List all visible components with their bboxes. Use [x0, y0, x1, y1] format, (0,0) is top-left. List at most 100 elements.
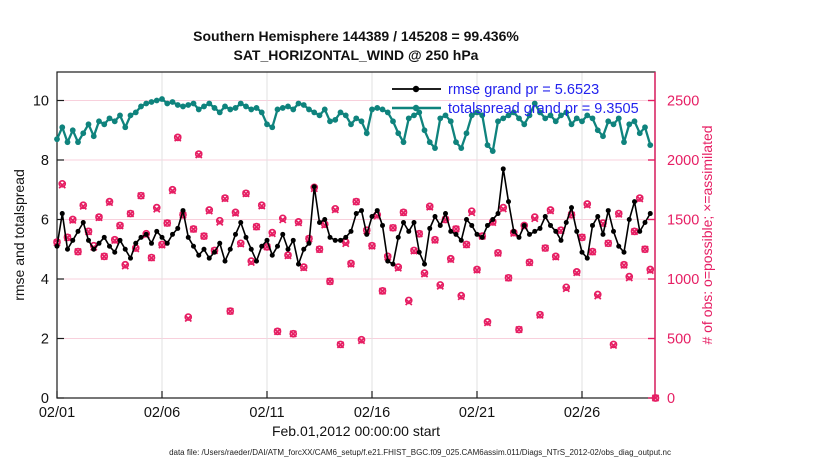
obs-assimilated-marker [625, 274, 633, 282]
totalspread-point [411, 112, 417, 119]
totalspread-point [384, 109, 391, 116]
obs-possible-marker [546, 206, 555, 214]
totalspread-point [342, 112, 349, 119]
obs-assimilated-marker [237, 240, 245, 248]
obs-possible-marker [189, 225, 198, 233]
totalspread-point [143, 100, 150, 107]
rmse-point [506, 199, 511, 205]
totalspread-point [447, 118, 454, 125]
obs-possible-marker [315, 245, 324, 254]
left-axis-label: rmse and totalspread [11, 169, 27, 301]
obs-assimilated-marker [641, 245, 649, 253]
obs-assimilated-marker [651, 394, 660, 402]
totalspread-point [138, 103, 144, 110]
totalspread-point [468, 112, 475, 119]
obs-possible-marker [515, 325, 523, 334]
obs-possible-marker [583, 200, 592, 208]
totalspread-point [101, 121, 108, 128]
obs-assimilated-marker [147, 254, 156, 262]
totalspread-point [306, 106, 312, 113]
obs-possible-marker [446, 254, 455, 263]
obs-possible-marker [473, 265, 481, 274]
obs-possible-marker [551, 252, 560, 261]
totalspread-point [127, 112, 134, 119]
rmse-point [306, 240, 312, 246]
legend-totalspread-marker [412, 104, 420, 112]
obs-possible-marker [74, 247, 82, 256]
rmse-point [390, 261, 396, 267]
rmse-point [374, 208, 380, 214]
totalspread-point [358, 118, 365, 125]
rmse-point [553, 228, 559, 234]
obs-assimilated-marker [116, 222, 124, 230]
obs-assimilated-marker [552, 253, 560, 261]
totalspread-point [610, 121, 617, 128]
totalspread-point [164, 100, 171, 107]
obs-possible-marker [536, 310, 544, 319]
rmse-point [343, 234, 349, 240]
obs-assimilated-marker [483, 319, 492, 327]
totalspread-point [563, 109, 570, 116]
obs-assimilated-marker [163, 219, 171, 227]
totalspread-point [369, 106, 375, 113]
rmse-point [296, 261, 301, 267]
totalspread-point [642, 124, 648, 131]
obs-possible-marker [205, 206, 214, 214]
obs-assimilated-marker [300, 264, 308, 272]
rmse-point [264, 237, 270, 243]
obs-possible-marker [588, 247, 597, 256]
obs-assimilated-marker [184, 314, 192, 323]
totalspread-point [122, 124, 129, 131]
obs-assimilated-marker [447, 255, 455, 264]
rmse-point [500, 166, 506, 172]
x-tick-label: 02/26 [564, 405, 600, 421]
rmse-point [385, 258, 391, 264]
obs-possible-marker [431, 235, 439, 244]
totalspread-point [327, 118, 333, 125]
totalspread-point [64, 139, 71, 146]
obs-assimilated-marker [342, 239, 350, 248]
x-axis-label: Feb.01,2012 00:00:00 start [272, 423, 440, 439]
totalspread-point [337, 109, 344, 116]
obs-possible-marker [331, 204, 340, 213]
totalspread-point [321, 106, 328, 113]
totalspread-point [274, 106, 281, 113]
rmse-point [238, 219, 244, 225]
obs-possible-marker [357, 335, 366, 344]
totalspread-point [363, 130, 370, 137]
obs-assimilated-marker [536, 311, 544, 319]
left-tick-label: 4 [41, 272, 49, 288]
obs-assimilated-marker [389, 224, 397, 232]
totalspread-point [510, 109, 517, 116]
obs-possible-marker [105, 197, 114, 206]
obs-possible-marker [236, 239, 245, 248]
obs-possible-marker [284, 251, 292, 260]
rmse-point [338, 237, 343, 243]
totalspread-point [201, 103, 207, 110]
totalspread-point [474, 109, 480, 116]
rmse-point [217, 240, 223, 246]
totalspread-point [153, 97, 160, 104]
rmse-point [406, 228, 412, 234]
obs-assimilated-marker [252, 223, 261, 231]
totalspread-point [195, 106, 202, 113]
rmse-point [206, 255, 212, 261]
rmse-point [80, 219, 86, 225]
totalspread-point [442, 112, 449, 119]
rmse-point [380, 222, 385, 228]
obs-assimilated-marker [284, 252, 292, 260]
rmse-point [579, 249, 585, 255]
rmse-point [537, 225, 543, 231]
obs-assimilated-marker [69, 216, 77, 225]
rmse-point [605, 208, 611, 214]
totalspread-point [269, 124, 276, 131]
totalspread-point [416, 109, 423, 116]
totalspread-point [243, 103, 249, 110]
axes: 0 2 4 6 8 10 0 500 1000 1500 2000 2500 02/01 02/06 02/… [33, 71, 699, 421]
rmse-point [212, 249, 217, 255]
obs-possible-marker [163, 219, 172, 227]
obs-possible-marker [541, 244, 550, 252]
totalspread-point [237, 100, 244, 107]
totalspread-point [390, 118, 396, 125]
obs-possible-marker [368, 241, 376, 250]
